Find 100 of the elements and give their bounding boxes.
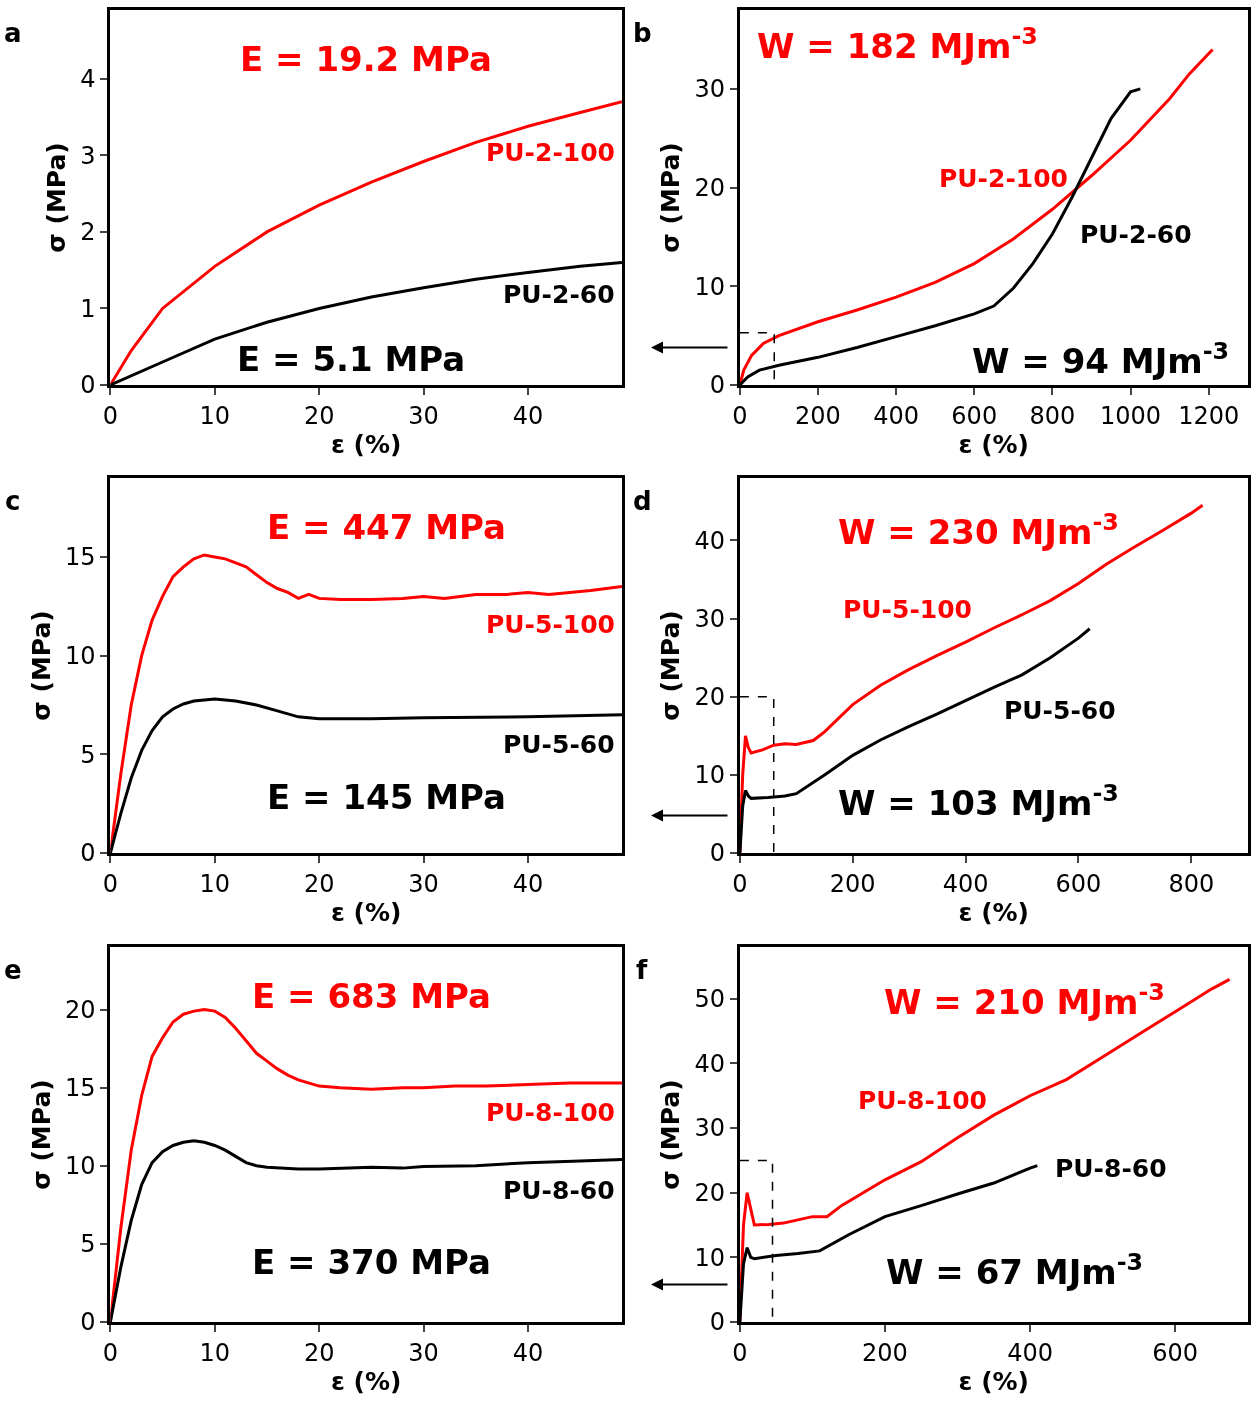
x-axis-title: ε (%): [330, 429, 402, 459]
y-tick-label: 2: [80, 218, 96, 247]
x-tick-label: 1200: [1178, 401, 1240, 430]
x-tick-label: 200: [795, 401, 841, 430]
y-tick-label: 20: [694, 174, 726, 203]
x-tick-label: 0: [102, 869, 118, 898]
chart-title: c: [5, 486, 21, 516]
x-tick-label: 0: [102, 401, 118, 430]
y-axis-title: σ (MPa): [42, 142, 72, 253]
chart-title: e: [4, 955, 22, 985]
annotation: E = 683 MPa: [252, 976, 491, 1016]
chart-title: b: [633, 18, 652, 48]
y-axis-title: σ (MPa): [656, 1079, 686, 1190]
annotation: W = 103 MJm$^{-3}$: [838, 779, 1119, 824]
y-tick-label: 0: [80, 839, 96, 868]
y-tick-label: 40: [694, 1049, 726, 1078]
x-tick-label: 20: [303, 869, 335, 898]
annotation: W = 230 MJm$^{-3}$: [838, 508, 1119, 553]
y-tick-label: 0: [80, 1308, 96, 1337]
y-tick-label: 20: [65, 995, 96, 1024]
x-tick-label: 30: [408, 1338, 439, 1367]
y-tick-label: 50: [694, 985, 726, 1014]
series-label: PU-5-100: [843, 595, 972, 624]
x-tick-label: 10: [199, 401, 231, 430]
x-tick-label: 0: [732, 869, 748, 898]
y-tick-label: 0: [80, 371, 96, 400]
annotation: E = 370 MPa: [252, 1242, 491, 1282]
series-label: PU-8-60: [1055, 1154, 1167, 1183]
series-label: PU-2-100: [486, 138, 615, 167]
series-label: PU-8-100: [858, 1086, 987, 1115]
chart-title: f: [636, 955, 648, 985]
y-tick-label: 4: [80, 65, 96, 94]
series-label: PU-8-100: [486, 1098, 615, 1127]
x-tick-label: 40: [512, 401, 544, 430]
y-tick-label: 3: [80, 141, 96, 170]
annotation: E = 19.2 MPa: [240, 39, 492, 79]
x-tick-label: 600: [1152, 1338, 1199, 1367]
y-tick-label: 5: [80, 1230, 96, 1259]
x-axis-title: ε (%): [958, 1366, 1030, 1396]
series-label: PU-5-60: [503, 730, 615, 759]
y-tick-label: 10: [65, 1152, 96, 1181]
x-tick-label: 400: [942, 869, 989, 898]
chart-title: a: [4, 18, 22, 48]
y-tick-label: 20: [694, 683, 726, 712]
annotation: W = 67 MJm$^{-3}$: [886, 1248, 1144, 1293]
y-tick-label: 30: [694, 605, 726, 634]
y-tick-label: 10: [694, 761, 726, 790]
x-tick-label: 800: [1168, 869, 1215, 898]
x-tick-label: 200: [862, 1338, 908, 1367]
x-tick-label: 400: [873, 401, 920, 430]
annotation: E = 5.1 MPa: [237, 339, 466, 379]
x-axis-title: ε (%): [958, 897, 1030, 927]
y-tick-label: 30: [694, 1114, 726, 1143]
y-axis-title: σ (MPa): [26, 610, 56, 721]
annotation: W = 182 MJm$^{-3}$: [757, 22, 1038, 67]
y-tick-label: 0: [709, 371, 726, 400]
x-tick-label: 40: [512, 1338, 544, 1367]
y-tick-label: 10: [694, 272, 726, 301]
series-label: PU-2-60: [503, 280, 615, 309]
series-label: PU-2-100: [939, 164, 1068, 193]
annotation: W = 210 MJm$^{-3}$: [884, 978, 1165, 1023]
y-tick-label: 10: [65, 642, 96, 671]
x-axis-title: ε (%): [330, 897, 402, 927]
annotation: E = 447 MPa: [267, 507, 506, 547]
annotation: E = 145 MPa: [267, 777, 506, 817]
y-axis-title: σ (MPa): [26, 1079, 56, 1190]
x-tick-label: 20: [303, 401, 335, 430]
y-tick-label: 10: [694, 1243, 726, 1272]
series-label: PU-5-60: [1004, 696, 1116, 725]
x-tick-label: 0: [732, 401, 748, 430]
x-axis-title: ε (%): [330, 1366, 402, 1396]
y-tick-label: 20: [694, 1179, 726, 1208]
y-tick-label: 1: [80, 294, 96, 323]
x-tick-label: 600: [1055, 869, 1102, 898]
x-tick-label: 10: [199, 1338, 231, 1367]
x-tick-label: 30: [408, 869, 439, 898]
y-axis-title: σ (MPa): [656, 142, 686, 253]
y-tick-label: 30: [694, 75, 726, 104]
x-axis-title: ε (%): [958, 429, 1030, 459]
y-tick-label: 40: [694, 526, 726, 555]
x-tick-label: 400: [1007, 1338, 1053, 1367]
y-tick-label: 15: [65, 1074, 96, 1103]
x-tick-label: 10: [199, 869, 231, 898]
y-tick-label: 5: [80, 740, 96, 769]
y-tick-label: 0: [709, 839, 726, 868]
x-tick-label: 30: [408, 401, 439, 430]
series-label: PU-8-60: [503, 1176, 615, 1205]
x-tick-label: 0: [732, 1338, 748, 1367]
x-tick-label: 0: [102, 1338, 118, 1367]
x-tick-label: 40: [512, 869, 544, 898]
y-tick-label: 15: [65, 543, 96, 572]
chart-title: d: [633, 486, 652, 516]
x-tick-label: 800: [1029, 401, 1076, 430]
x-tick-label: 20: [303, 1338, 335, 1367]
series-label: PU-5-100: [486, 610, 615, 639]
x-tick-label: 200: [829, 869, 876, 898]
annotation: W = 94 MJm$^{-3}$: [972, 337, 1230, 382]
x-tick-label: 1000: [1099, 401, 1162, 430]
y-axis-title: σ (MPa): [656, 610, 686, 721]
x-tick-label: 600: [951, 401, 998, 430]
